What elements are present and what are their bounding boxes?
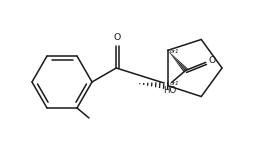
Text: HO: HO (163, 86, 176, 95)
Text: or1: or1 (170, 81, 180, 86)
Text: O: O (114, 33, 121, 42)
Text: or1: or1 (170, 49, 180, 54)
Text: O: O (209, 56, 216, 65)
